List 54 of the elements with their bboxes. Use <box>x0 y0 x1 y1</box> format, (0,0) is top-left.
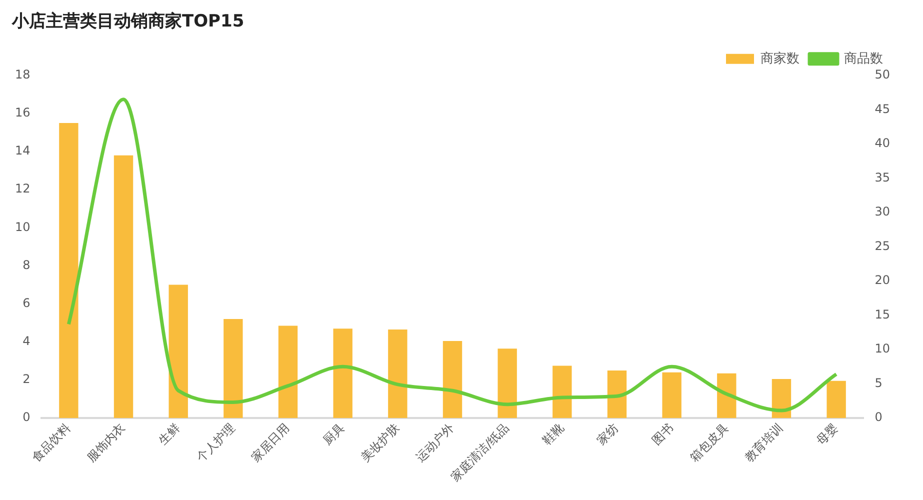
bar <box>498 348 517 418</box>
x-tick-label: 图书 <box>649 420 676 448</box>
bar <box>607 370 627 418</box>
y2-tick-label: 15 <box>874 307 890 322</box>
y-tick-label: 0 <box>22 410 30 424</box>
x-tick-label: 运动户外 <box>412 420 457 464</box>
bar <box>552 366 572 418</box>
bar <box>826 380 846 418</box>
y2-tick-label: 25 <box>874 238 890 253</box>
y-tick-label: 2 <box>22 372 30 386</box>
x-tick-label: 服饰内衣 <box>84 420 128 464</box>
y-tick-label: 16 <box>14 106 30 120</box>
y2-tick-label: 20 <box>874 273 890 288</box>
y-tick-label: 10 <box>14 220 30 234</box>
bar <box>278 326 298 418</box>
bar <box>224 319 243 418</box>
y2-tick-label: 40 <box>874 136 890 150</box>
bar <box>662 372 682 418</box>
y2-tick-label: 45 <box>874 102 890 116</box>
bar <box>114 155 134 418</box>
x-tick-label: 鞋靴 <box>540 420 566 448</box>
legend-label: 商家数 <box>760 50 800 66</box>
bar <box>772 379 792 418</box>
y-tick-label: 8 <box>22 258 30 272</box>
y-tick-label: 12 <box>14 182 30 196</box>
x-tick-label: 家纺 <box>594 420 622 448</box>
y2-tick-label: 35 <box>874 170 890 184</box>
bar <box>442 340 462 418</box>
x-tick-label: 美妆护肤 <box>358 420 402 464</box>
bar <box>717 373 736 418</box>
bar <box>333 328 352 418</box>
x-tick-label: 母婴 <box>814 420 841 448</box>
x-tick-label: 箱包皮具 <box>687 420 731 464</box>
y-tick-label: 6 <box>22 296 30 310</box>
bar <box>388 330 408 418</box>
y-tick-label: 14 <box>14 144 30 158</box>
x-tick-label: 生鲜 <box>156 420 183 448</box>
x-tick-label: 教育培训 <box>742 420 786 464</box>
line-series <box>66 98 838 412</box>
y2-tick-label: 5 <box>874 376 882 390</box>
y2-tick-label: 50 <box>874 68 890 82</box>
x-tick-label: 厨具 <box>320 420 348 448</box>
y-tick-label: 18 <box>14 68 30 82</box>
bar <box>168 284 188 418</box>
x-tick-label: 食品饮料 <box>29 420 74 464</box>
legend-label: 商品数 <box>844 51 883 66</box>
y2-tick-label: 0 <box>874 410 882 424</box>
x-tick-label: 个人护理 <box>194 420 238 464</box>
y2-tick-label: 10 <box>874 342 890 356</box>
chart-title: 小店主营类目动销商家TOP15 <box>11 12 244 32</box>
x-tick-label: 家居日用 <box>248 420 292 464</box>
y2-tick-label: 30 <box>874 204 890 219</box>
y-tick-label: 4 <box>22 334 30 348</box>
bar <box>59 122 78 418</box>
